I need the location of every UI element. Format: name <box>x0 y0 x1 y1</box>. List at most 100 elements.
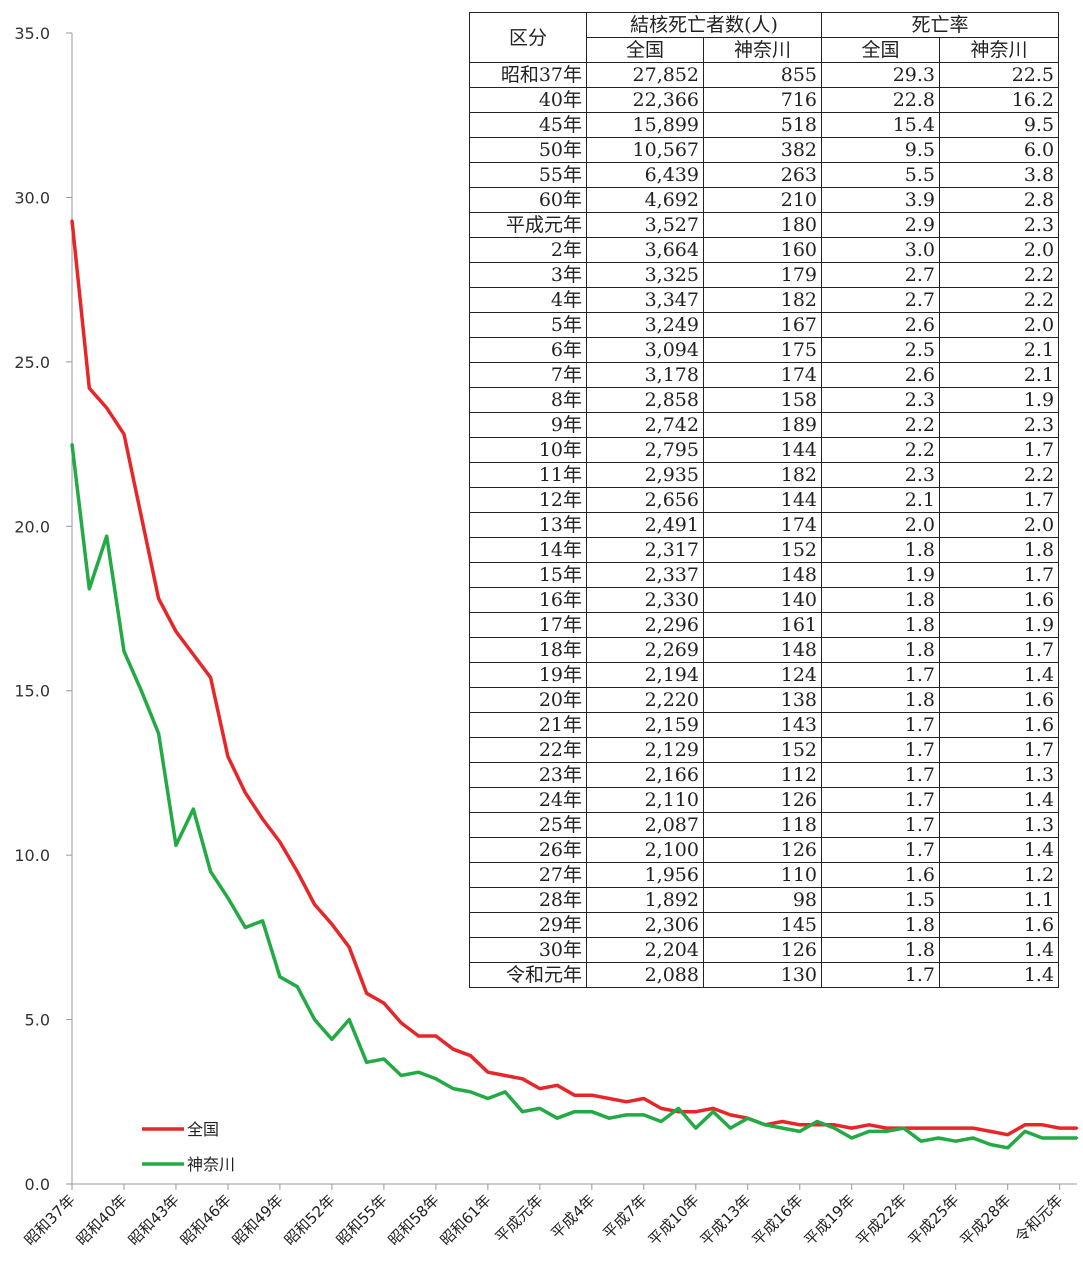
table-row: 昭和37年 27,852 855 29.3 22.5 <box>469 62 1060 88</box>
row-rate-national: 3.0 <box>821 237 941 263</box>
x-tick-label: 令和元年 <box>1011 1191 1066 1246</box>
data-point <box>937 1126 940 1130</box>
data-point <box>503 1074 507 1077</box>
data-point <box>88 587 91 590</box>
data-point <box>798 1123 801 1127</box>
row-deaths-national: 2,100 <box>586 837 704 863</box>
row-deaths-kanagawa: 118 <box>702 812 823 838</box>
data-point <box>434 1034 438 1038</box>
row-rate-national: 22.8 <box>821 87 941 113</box>
row-deaths-national: 2,306 <box>586 912 704 938</box>
table-row: 2年 3,664 160 3.0 2.0 <box>469 237 1060 263</box>
row-year: 28年 <box>469 887 587 913</box>
data-point <box>105 534 108 538</box>
data-point <box>607 1097 611 1100</box>
table-row: 17年 2,296 161 1.8 1.9 <box>469 612 1060 638</box>
table-row: 20年 2,220 138 1.8 1.6 <box>469 687 1060 713</box>
data-point <box>244 926 247 929</box>
x-tick-label: 昭和49年 <box>229 1191 287 1249</box>
table-row: 16年 2,330 140 1.8 1.6 <box>469 587 1060 613</box>
row-deaths-national: 2,087 <box>586 812 704 838</box>
row-rate-national: 1.7 <box>821 662 941 688</box>
data-point <box>659 1120 663 1123</box>
data-table: 区分 結核死亡者数(人) 死亡率 全国 神奈川 全国 神奈川 昭和37年 27,8… <box>469 12 1060 988</box>
row-year: 3年 <box>469 262 587 288</box>
data-point <box>937 1136 940 1140</box>
data-point <box>503 1090 507 1094</box>
row-deaths-national: 2,858 <box>586 387 704 413</box>
row-rate-national: 1.8 <box>821 587 941 613</box>
row-rate-kanagawa: 9.5 <box>939 112 1060 138</box>
row-deaths-kanagawa: 144 <box>702 487 823 513</box>
row-deaths-national: 2,795 <box>586 437 704 463</box>
x-tick-label: 昭和40年 <box>73 1191 131 1249</box>
row-deaths-kanagawa: 126 <box>702 837 823 863</box>
row-rate-kanagawa: 2.3 <box>939 212 1060 238</box>
x-tick-label: 昭和58年 <box>385 1191 443 1249</box>
row-year: 40年 <box>469 87 587 113</box>
row-deaths-national: 2,656 <box>586 487 704 513</box>
row-rate-national: 2.0 <box>821 512 941 538</box>
row-rate-kanagawa: 1.7 <box>939 487 1060 513</box>
data-point <box>729 1126 732 1130</box>
row-rate-national: 1.7 <box>821 737 941 763</box>
row-year: 27年 <box>469 862 587 888</box>
data-point <box>781 1120 784 1123</box>
row-rate-kanagawa: 1.9 <box>939 612 1060 638</box>
data-point <box>417 1034 420 1038</box>
row-rate-kanagawa: 1.4 <box>939 837 1060 863</box>
row-rate-national: 1.7 <box>821 712 941 738</box>
data-point <box>573 1110 576 1113</box>
data-point <box>244 791 247 794</box>
data-point <box>140 515 143 518</box>
row-rate-kanagawa: 2.0 <box>939 237 1060 263</box>
data-point <box>763 1123 767 1127</box>
row-deaths-national: 1,956 <box>586 862 704 888</box>
row-deaths-kanagawa: 98 <box>702 887 823 913</box>
data-point <box>122 433 126 436</box>
row-deaths-national: 3,527 <box>586 212 704 238</box>
table-row: 11年 2,935 182 2.3 2.2 <box>469 462 1060 488</box>
table-row: 5年 3,249 167 2.6 2.0 <box>469 312 1060 338</box>
row-deaths-national: 4,692 <box>586 187 704 213</box>
table-row: 9年 2,742 189 2.2 2.3 <box>469 412 1060 438</box>
row-rate-kanagawa: 1.6 <box>939 912 1060 938</box>
data-point <box>573 1094 576 1097</box>
row-rate-kanagawa: 1.7 <box>939 737 1060 763</box>
x-tick-label: 昭和37年 <box>21 1191 79 1249</box>
row-rate-national: 3.9 <box>821 187 941 213</box>
row-deaths-kanagawa: 148 <box>702 637 823 663</box>
row-rate-national: 1.9 <box>821 562 941 588</box>
row-rate-national: 1.7 <box>821 962 941 988</box>
data-point <box>296 985 299 988</box>
row-rate-kanagawa: 1.7 <box>939 562 1060 588</box>
table-row: 12年 2,656 144 2.1 1.7 <box>469 487 1060 513</box>
data-point <box>382 1057 386 1061</box>
row-rate-national: 2.1 <box>821 487 941 513</box>
row-rate-kanagawa: 1.4 <box>939 937 1060 963</box>
row-rate-kanagawa: 2.3 <box>939 412 1060 438</box>
row-rate-national: 2.2 <box>821 437 941 463</box>
row-deaths-national: 22,366 <box>586 87 704 113</box>
row-deaths-national: 2,220 <box>586 687 704 713</box>
row-rate-kanagawa: 1.4 <box>939 787 1060 813</box>
row-year: 4年 <box>469 287 587 313</box>
table-row: 14年 2,317 152 1.8 1.8 <box>469 537 1060 563</box>
row-year: 19年 <box>469 662 587 688</box>
data-point <box>365 1061 368 1064</box>
row-deaths-kanagawa: 167 <box>702 312 823 338</box>
row-rate-national: 2.9 <box>821 212 941 238</box>
row-rate-national: 2.3 <box>821 462 941 488</box>
row-deaths-national: 3,347 <box>586 287 704 313</box>
x-tick-label: 昭和52年 <box>281 1191 339 1249</box>
data-point <box>625 1113 628 1117</box>
row-deaths-kanagawa: 182 <box>702 462 823 488</box>
row-deaths-kanagawa: 126 <box>702 787 823 813</box>
row-deaths-national: 3,325 <box>586 262 704 288</box>
x-tick-label: 昭和61年 <box>437 1191 495 1249</box>
table-row: 30年 2,204 126 1.8 1.4 <box>469 937 1060 963</box>
data-point <box>815 1120 819 1123</box>
row-deaths-national: 2,337 <box>586 562 704 588</box>
data-point <box>885 1130 888 1133</box>
row-year: 45年 <box>469 112 587 138</box>
